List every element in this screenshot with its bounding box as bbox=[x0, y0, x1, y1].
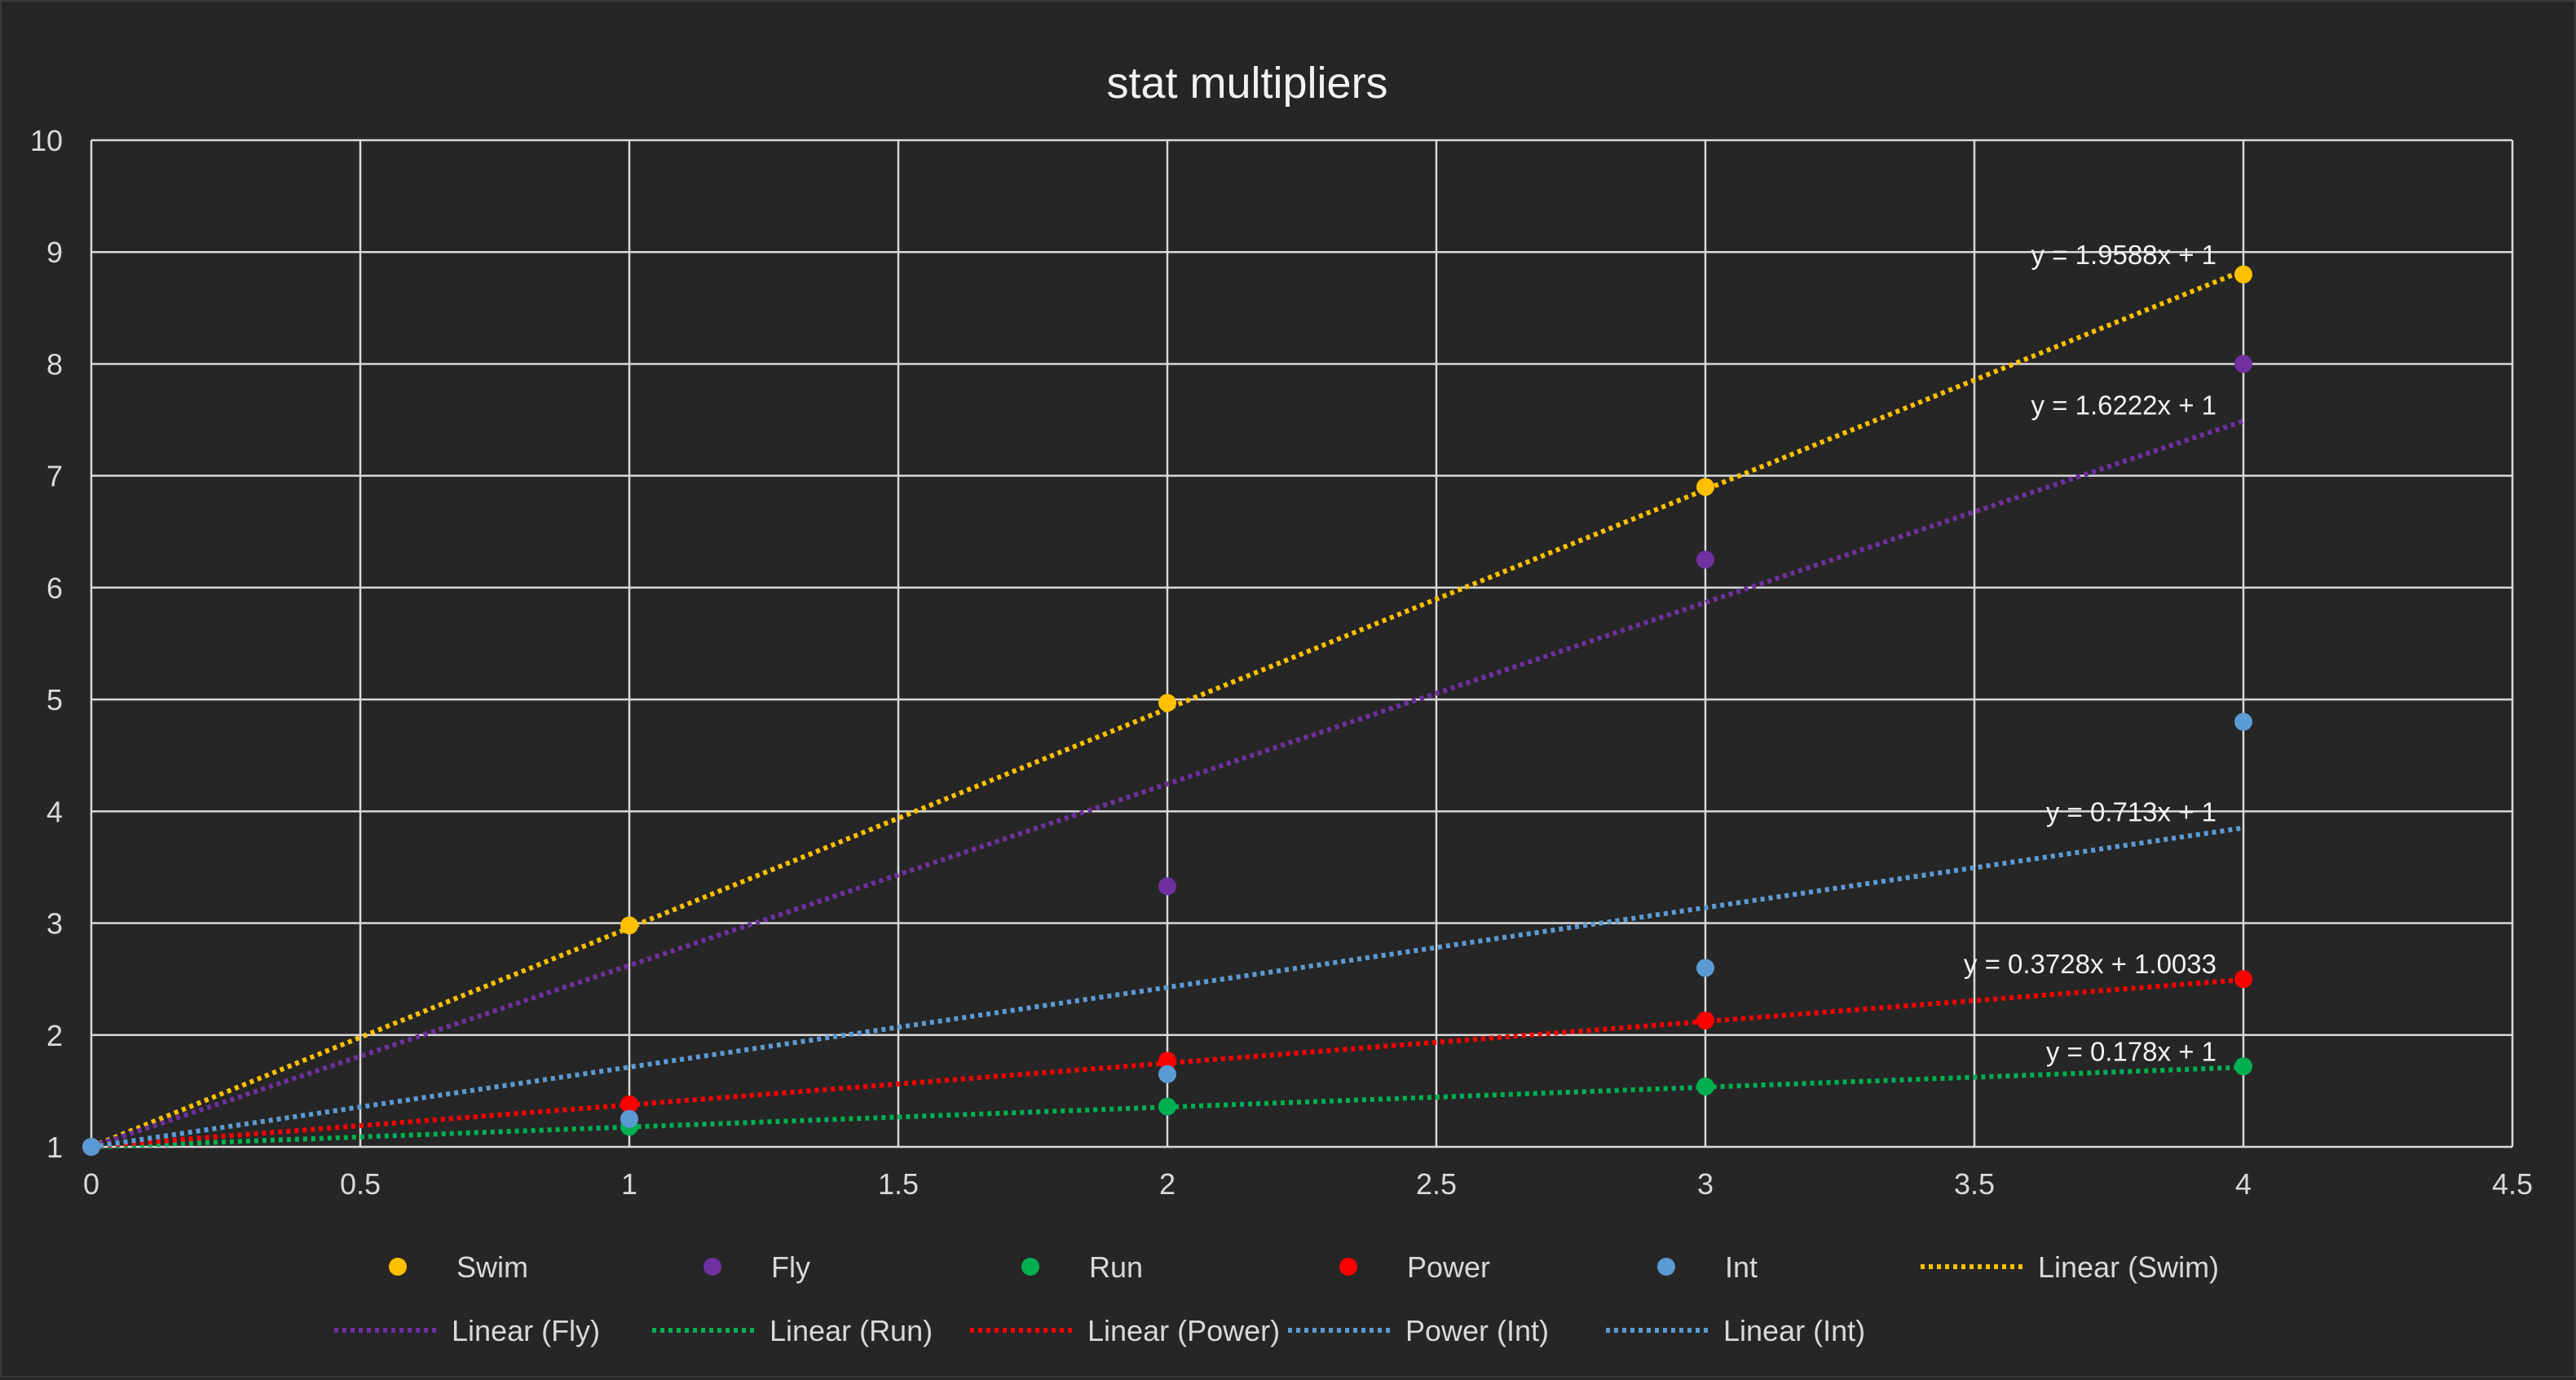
x-tick-label: 4 bbox=[2235, 1167, 2252, 1201]
legend-label: Run bbox=[1089, 1250, 1143, 1284]
data-point-run bbox=[1696, 1077, 1714, 1096]
x-tick-label: 4.5 bbox=[2492, 1167, 2533, 1201]
data-point-swim bbox=[1158, 694, 1176, 712]
y-tick-label: 5 bbox=[46, 683, 63, 716]
legend-label: Linear (Int) bbox=[1723, 1314, 1865, 1347]
data-point-int bbox=[620, 1109, 638, 1128]
legend-marker-run bbox=[1021, 1258, 1039, 1276]
legend-label: Linear (Power) bbox=[1087, 1314, 1280, 1347]
x-tick-label: 1 bbox=[621, 1167, 637, 1201]
legend-marker-int bbox=[1657, 1258, 1675, 1276]
y-axis-ticks: 1 2 3 4 5 6 7 8 9 10 bbox=[30, 124, 63, 1164]
legend-label: Power (Int) bbox=[1405, 1314, 1549, 1347]
y-tick-label: 8 bbox=[46, 347, 63, 381]
legend-marker-swim bbox=[389, 1258, 407, 1276]
data-point-swim bbox=[620, 916, 638, 935]
x-tick-label: 3.5 bbox=[1954, 1167, 1995, 1201]
data-point-fly bbox=[1696, 550, 1714, 569]
data-points bbox=[82, 265, 2252, 1156]
data-point-power bbox=[2234, 970, 2252, 989]
x-tick-label: 0.5 bbox=[340, 1167, 381, 1201]
legend: Swim Fly Run Power Int Linear (Swim) Linear (F… bbox=[334, 1250, 2219, 1347]
trendline-linear-int bbox=[90, 825, 2244, 1149]
legend-label: Linear (Fly) bbox=[452, 1314, 600, 1347]
grid-lines bbox=[90, 139, 2514, 1149]
data-point-swim bbox=[1696, 478, 1714, 496]
x-tick-label: 0 bbox=[83, 1167, 99, 1201]
data-point-int bbox=[1158, 1065, 1176, 1083]
data-point-int bbox=[2234, 712, 2252, 731]
y-tick-label: 6 bbox=[46, 571, 63, 605]
trendline-equation: y = 0.3728x + 1.0033 bbox=[1964, 949, 2217, 979]
x-tick-label: 3 bbox=[1697, 1167, 1714, 1201]
legend-marker-power bbox=[1339, 1258, 1357, 1276]
data-point-swim bbox=[2234, 265, 2252, 284]
x-tick-label: 2.5 bbox=[1416, 1167, 1457, 1201]
x-axis-ticks: 0 0.5 1 1.5 2 2.5 3 3.5 4 4.5 bbox=[83, 1167, 2533, 1201]
y-tick-label: 2 bbox=[46, 1019, 63, 1052]
data-point-power bbox=[620, 1095, 638, 1113]
trendline-linear-fly bbox=[90, 418, 2244, 1149]
trendline-equation: y = 0.713x + 1 bbox=[2046, 797, 2217, 827]
data-point-power bbox=[1696, 1011, 1714, 1029]
legend-label: Power bbox=[1407, 1250, 1490, 1284]
trendline-equation: y = 1.6222x + 1 bbox=[2031, 390, 2217, 421]
y-tick-label: 3 bbox=[46, 907, 63, 941]
legend-marker-fly bbox=[704, 1258, 721, 1276]
legend-label: Linear (Swim) bbox=[2038, 1250, 2219, 1284]
legend-label: Int bbox=[1725, 1250, 1758, 1284]
legend-label: Linear (Run) bbox=[770, 1314, 933, 1347]
data-point-run bbox=[2234, 1057, 2252, 1076]
trendline-equations: y = 1.9588x + 1 y = 1.6222x + 1 y = 0.178x… bbox=[1964, 240, 2217, 1066]
data-point-run bbox=[1158, 1097, 1176, 1116]
data-point-fly bbox=[2234, 355, 2252, 373]
chart-title: stat multipliers bbox=[1106, 59, 1387, 108]
data-point-int bbox=[82, 1138, 100, 1156]
y-tick-label: 10 bbox=[30, 124, 63, 157]
data-point-fly bbox=[1158, 877, 1176, 896]
trendline-equation: y = 0.178x + 1 bbox=[2046, 1036, 2217, 1066]
data-point-power bbox=[1158, 1052, 1176, 1070]
y-tick-label: 7 bbox=[46, 460, 63, 493]
y-tick-label: 1 bbox=[46, 1131, 63, 1164]
y-tick-label: 9 bbox=[46, 236, 63, 269]
legend-label: Swim bbox=[457, 1250, 528, 1284]
y-tick-label: 4 bbox=[46, 795, 63, 828]
trendline-equation: y = 1.9588x + 1 bbox=[2031, 240, 2217, 270]
x-tick-label: 2 bbox=[1159, 1167, 1176, 1201]
legend-label: Fly bbox=[771, 1250, 810, 1284]
data-point-int bbox=[1696, 959, 1714, 977]
x-tick-label: 1.5 bbox=[878, 1167, 919, 1201]
